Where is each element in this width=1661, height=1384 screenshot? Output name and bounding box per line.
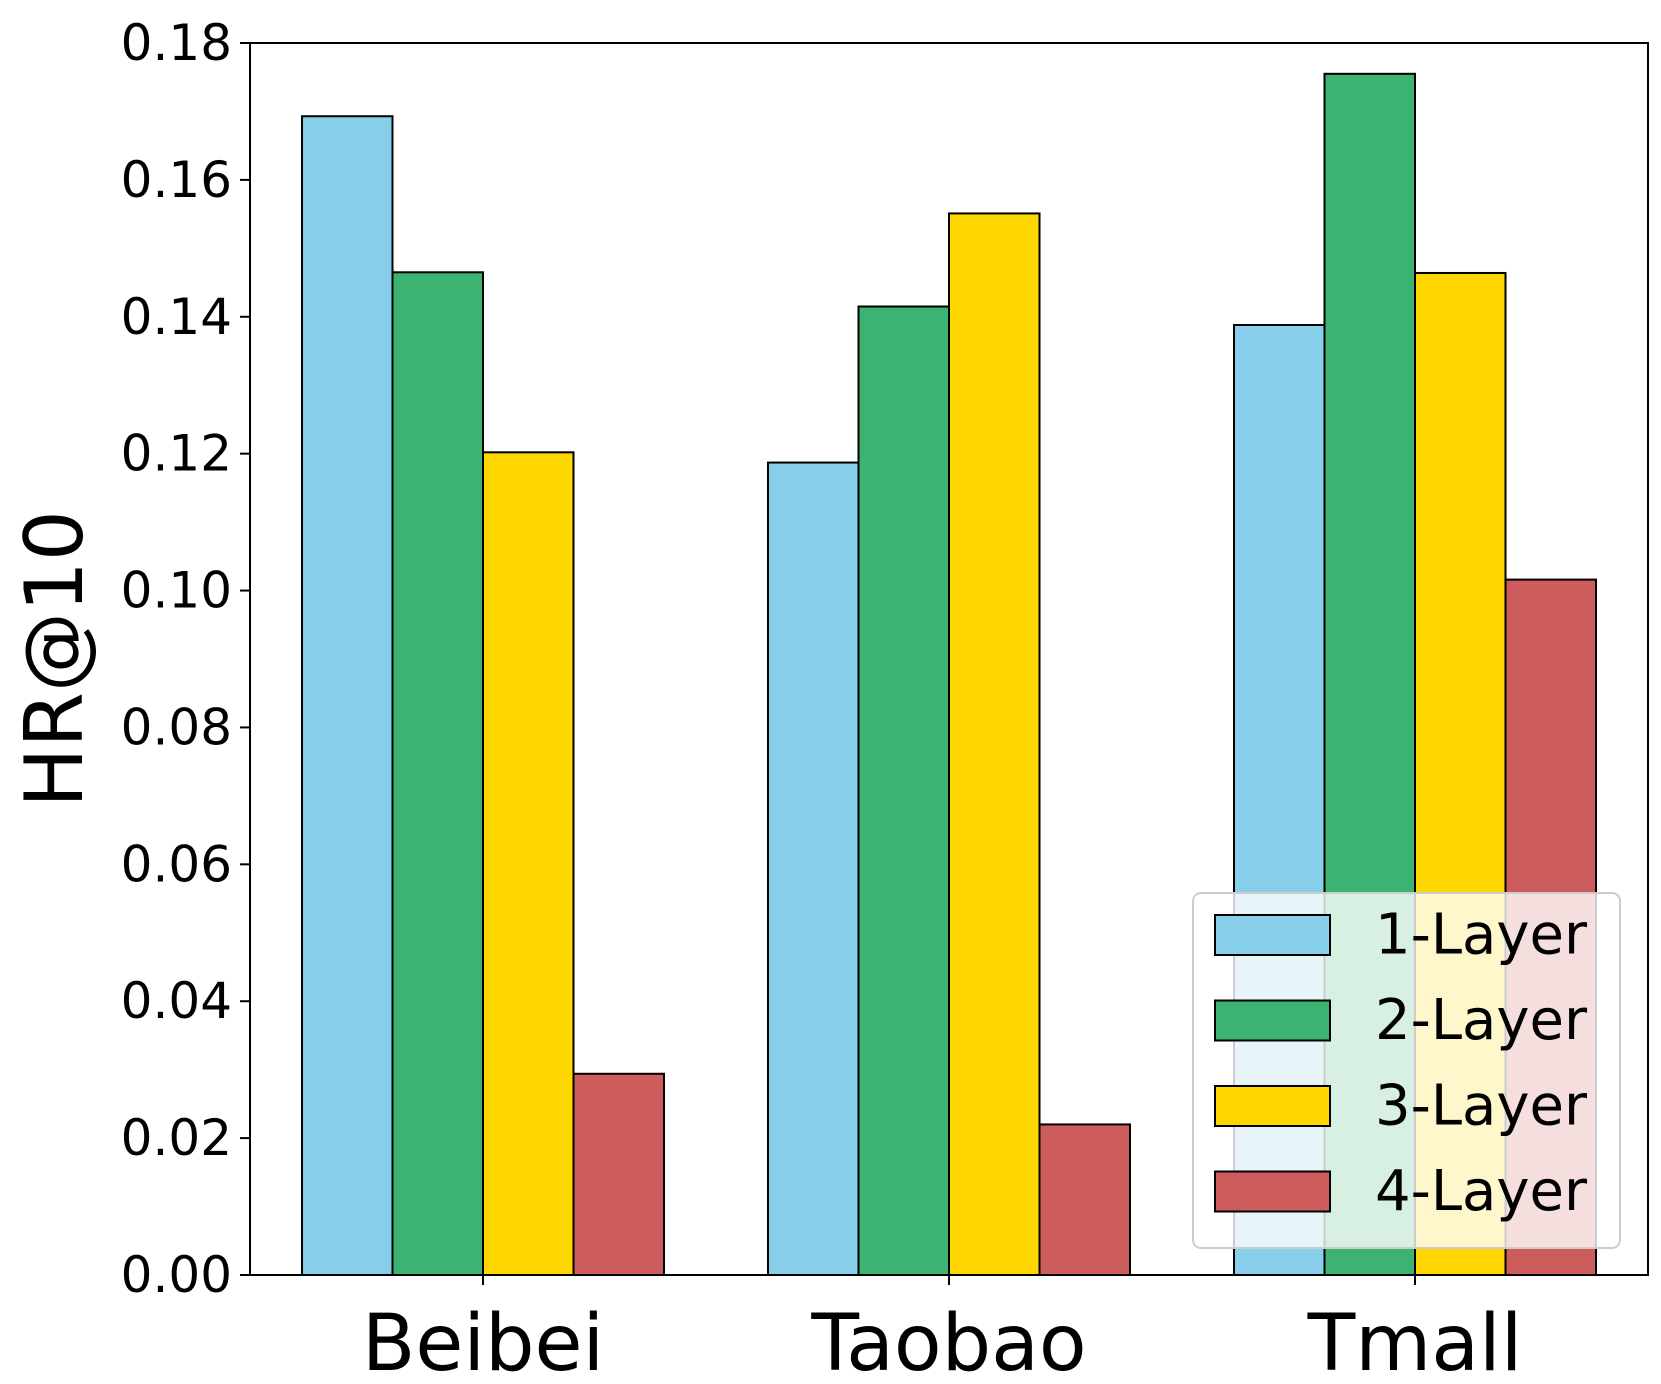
legend-swatch-1-layer	[1214, 914, 1331, 956]
axes-group: 0.00 0.02 0.04 0.06 0.08 0.10 0.12 0.14 0.16 0.18…	[8, 14, 1649, 1384]
y-tick-label: 0.12	[121, 425, 232, 483]
bar-4-layer-beibei	[572, 1072, 665, 1277]
x-tick-label-taobao: Taobao	[810, 1299, 1086, 1384]
y-tick-label: 0.18	[121, 14, 232, 72]
y-tick-label: 0.00	[121, 1246, 232, 1304]
bar-3-layer-taobao	[948, 212, 1041, 1276]
y-tick-label: 0.04	[121, 972, 232, 1030]
legend-label-3-layer: 3-Layer	[1375, 1074, 1588, 1139]
y-tick-label: 0.10	[121, 562, 232, 620]
legend-swatch-2-layer	[1214, 999, 1331, 1042]
bar-4-layer-taobao	[1038, 1123, 1131, 1277]
x-tick-label-tmall: Tmall	[1307, 1299, 1523, 1384]
legend-swatch-4-layer	[1214, 1170, 1331, 1213]
bar-1-layer-beibei	[301, 115, 394, 1277]
bar-1-layer-taobao	[767, 461, 860, 1276]
bar-3-layer-beibei	[482, 451, 575, 1276]
y-tick-label: 0.08	[121, 698, 232, 756]
y-tick-label: 0.06	[121, 835, 232, 893]
legend-swatch-3-layer	[1214, 1085, 1331, 1127]
legend: 1-Layer 2-Layer 3-Layer 4-Layer	[1192, 892, 1621, 1249]
y-tick-label: 0.16	[121, 151, 232, 209]
legend-label-2-layer: 2-Layer	[1375, 988, 1588, 1053]
x-tick-label-beibei: Beibei	[362, 1299, 604, 1384]
y-tick-label: 0.14	[121, 288, 232, 346]
y-tick-label: 0.02	[121, 1109, 232, 1167]
legend-label-1-layer: 1-Layer	[1375, 903, 1588, 968]
bar-2-layer-beibei	[391, 271, 484, 1277]
y-axis-title: HR@10	[8, 510, 101, 808]
legend-label-4-layer: 4-Layer	[1375, 1159, 1588, 1224]
bar-2-layer-taobao	[857, 305, 950, 1276]
legend-box	[1192, 892, 1621, 1249]
